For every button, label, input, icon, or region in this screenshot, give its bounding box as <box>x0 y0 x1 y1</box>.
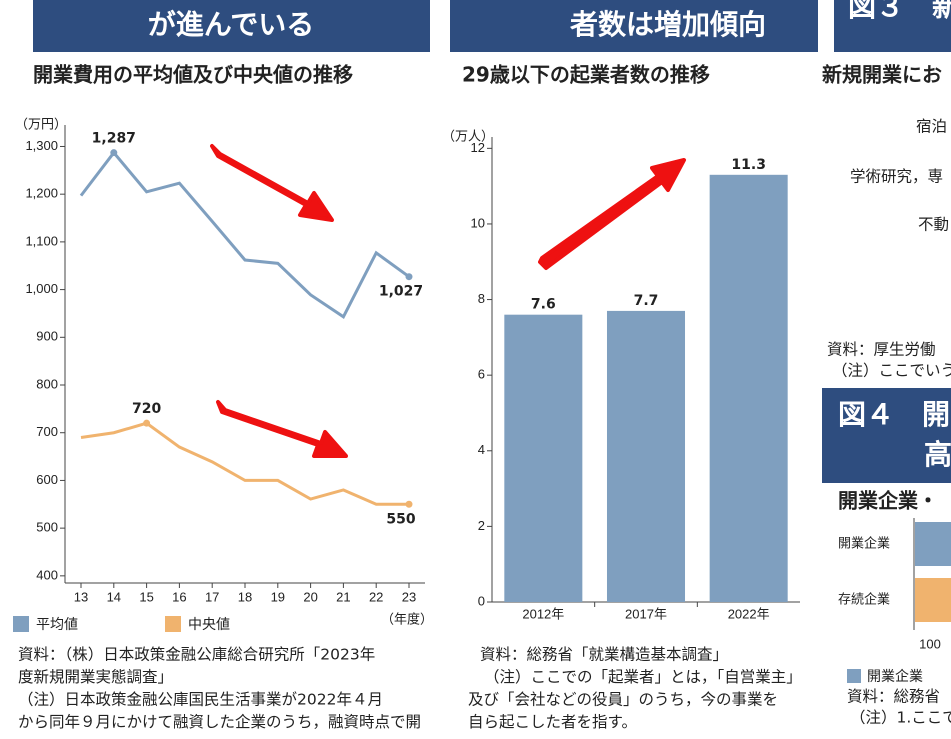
trend-arrow <box>216 400 348 458</box>
note: 度新規開業実態調査」 <box>18 668 173 686</box>
x-tick-label: 13 <box>74 589 88 604</box>
y-tick-label: 0 <box>478 593 485 608</box>
y-tick-label: 12 <box>471 140 485 155</box>
y-tick-label: 1,100 <box>25 233 58 248</box>
note: 自ら起こした者を指す。 <box>468 713 637 731</box>
x-tick-label: 17 <box>205 589 219 604</box>
banner-bg <box>450 0 818 52</box>
x-tick-label: 22 <box>369 589 383 604</box>
point <box>143 419 151 427</box>
point <box>405 500 413 508</box>
y-tick-label: 800 <box>36 376 58 391</box>
legend-label: 中央値 <box>188 617 230 633</box>
note: 資料：厚生労働 <box>827 341 936 359</box>
y-axis-label: （万人） <box>442 128 494 143</box>
line <box>79 150 410 319</box>
point <box>405 273 413 281</box>
banner: 高 <box>924 438 951 471</box>
x-tick-label: 23 <box>402 589 416 604</box>
x-tick-label: 16 <box>172 589 186 604</box>
y-axis-label: （万円） <box>15 116 67 131</box>
bar-label: 開業企業 <box>838 536 890 552</box>
note: （注）1.ここで <box>850 709 951 727</box>
note: 資料：総務省「就業構造基本調査」 <box>480 646 728 664</box>
legend-label: 開業企業 <box>867 668 923 685</box>
chart-title: 開業費用の平均値及び中央値の推移 <box>33 63 353 87</box>
x-tick-label: 14 <box>107 589 121 604</box>
y-tick-label: 1,300 <box>25 138 58 153</box>
note: 資料：（株）日本政策金融公庫総合研究所「2023年 <box>18 646 375 664</box>
subtitle: 新規開業にお <box>822 63 942 87</box>
note: 及び「会社などの役員」のうち，今の事業を <box>468 691 778 709</box>
x-axis-label: （年度） <box>381 611 433 626</box>
value-label: 1,287 <box>92 131 136 147</box>
bar <box>504 314 583 602</box>
y-tick-label: 400 <box>36 567 58 582</box>
banner: 図３ 新 <box>848 0 951 23</box>
x-tick-label: 2022年 <box>728 606 770 621</box>
value-label: 7.7 <box>634 293 659 309</box>
y-tick-label: 1,200 <box>25 186 58 201</box>
note: （注）ここでいう <box>832 362 951 380</box>
label: 宿泊 <box>916 118 947 136</box>
trend-arrow <box>210 144 334 222</box>
x-tick-label: 2012年 <box>522 606 564 621</box>
label: 不動 <box>918 216 949 234</box>
value-label: 11.3 <box>731 157 766 173</box>
chart-title: 29歳以下の起業者数の推移 <box>462 63 710 87</box>
banner-bg <box>834 0 951 52</box>
label: 学術研究，専 <box>850 168 943 186</box>
line <box>80 421 409 506</box>
x-tick-label: 18 <box>238 589 252 604</box>
y-tick-label: 2 <box>478 518 485 533</box>
y-tick-label: 6 <box>478 367 485 382</box>
legend-swatch <box>13 616 29 632</box>
note: から同年９月にかけて融資した企業のうち，融資時点で開 <box>18 713 421 731</box>
legend-label: 平均値 <box>36 617 78 633</box>
y-tick-label: 10 <box>471 215 485 230</box>
bar-label: 存続企業 <box>838 592 890 608</box>
banner-bg <box>33 0 430 52</box>
value-label: 1,027 <box>379 284 423 300</box>
banner: 者数は増加傾向 <box>570 8 766 41</box>
legend-swatch <box>847 669 861 683</box>
bar <box>606 310 686 602</box>
y-tick-label: 700 <box>36 424 58 439</box>
x-tick-label: 15 <box>139 589 153 604</box>
note: （注）ここでの「起業者」とは，「自営業主」 <box>484 668 802 686</box>
note: 資料：総務省 <box>847 688 940 706</box>
x-tick-label: 19 <box>271 589 285 604</box>
value-label: 720 <box>132 401 161 417</box>
x-tick-label: 21 <box>336 589 350 604</box>
bar <box>709 174 788 602</box>
x-tick-label: 2017年 <box>625 606 667 621</box>
point <box>110 149 118 157</box>
subtitle: 開業企業・ <box>838 489 938 513</box>
value-label: 7.6 <box>531 297 556 313</box>
y-tick-label: 4 <box>478 442 485 457</box>
note: （注）日本政策金融公庫国民生活事業が2022年４月 <box>18 691 383 709</box>
trend-arrow <box>538 158 686 270</box>
y-tick-label: 1,000 <box>25 281 58 296</box>
banner-bg <box>822 388 951 483</box>
value-label: 550 <box>386 511 415 527</box>
y-tick-label: 500 <box>36 520 58 535</box>
y-tick-label: 8 <box>478 291 485 306</box>
bar-fragment <box>915 522 951 566</box>
legend-swatch <box>165 616 181 632</box>
bar-fragment <box>915 578 951 622</box>
x-tick-label: 20 <box>303 589 317 604</box>
y-tick-label: 600 <box>36 472 58 487</box>
banner: が進んでいる <box>148 8 315 41</box>
banner: 図４ 開 <box>838 398 950 431</box>
y-tick-label: 900 <box>36 329 58 344</box>
tick-label: 100 <box>919 636 941 651</box>
